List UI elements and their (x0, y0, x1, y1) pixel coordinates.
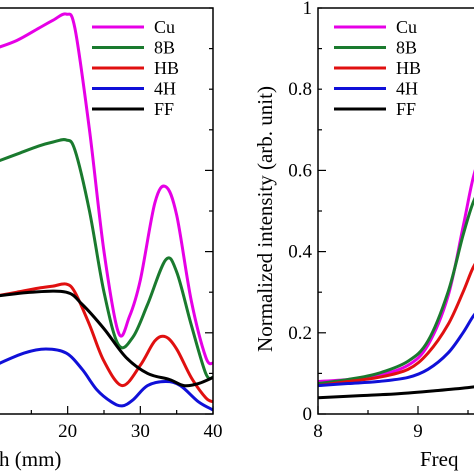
series-line-4h (318, 312, 474, 388)
legend-label-hb: HB (396, 58, 421, 78)
y-tick-label: 0 (303, 404, 313, 425)
series-group (318, 169, 474, 400)
legend-label-cu: Cu (154, 17, 175, 37)
x-tick-label: 8 (313, 421, 323, 442)
legend-label-4h: 4H (154, 79, 176, 99)
right-panel: 8 9 0 0.2 0.4 0.6 0.8 1 Freq Normalized intensity… (253, 0, 474, 471)
x-tick-label: 40 (204, 421, 223, 442)
x-tick-label: 20 (58, 421, 77, 442)
series-line-ff (318, 385, 474, 400)
series-line-ff (0, 289, 213, 388)
series-line-8b (318, 196, 474, 386)
y-tick-label: 0.2 (288, 323, 312, 344)
x-tick-label: 30 (131, 421, 150, 442)
legend-label-hb: HB (154, 58, 179, 78)
y-tick-label: 1 (303, 0, 313, 19)
series-group (0, 12, 213, 412)
y-tick-label: 0.6 (288, 160, 312, 181)
series-line-cu (0, 12, 213, 366)
x-axis-label: h (mm) (0, 447, 61, 471)
series-line-cu (318, 169, 474, 384)
series-line-hb (0, 282, 213, 404)
series-line-hb (318, 262, 474, 388)
series-line-8b (0, 138, 213, 380)
legend-label-8b: 8B (154, 38, 175, 58)
y-tick-label: 0.8 (288, 79, 312, 100)
y-axis-label: Normalized intensity (arb. unit) (253, 86, 277, 352)
x-tick-label: 9 (413, 421, 423, 442)
legend-label-ff: FF (396, 99, 416, 119)
legend-label-ff: FF (154, 99, 174, 119)
legend-label-cu: Cu (396, 17, 417, 37)
legend-label-8b: 8B (396, 38, 417, 58)
y-tick-label: 0.4 (288, 242, 312, 263)
legend-label-4h: 4H (396, 79, 418, 99)
x-axis-label: Freq (420, 447, 459, 471)
